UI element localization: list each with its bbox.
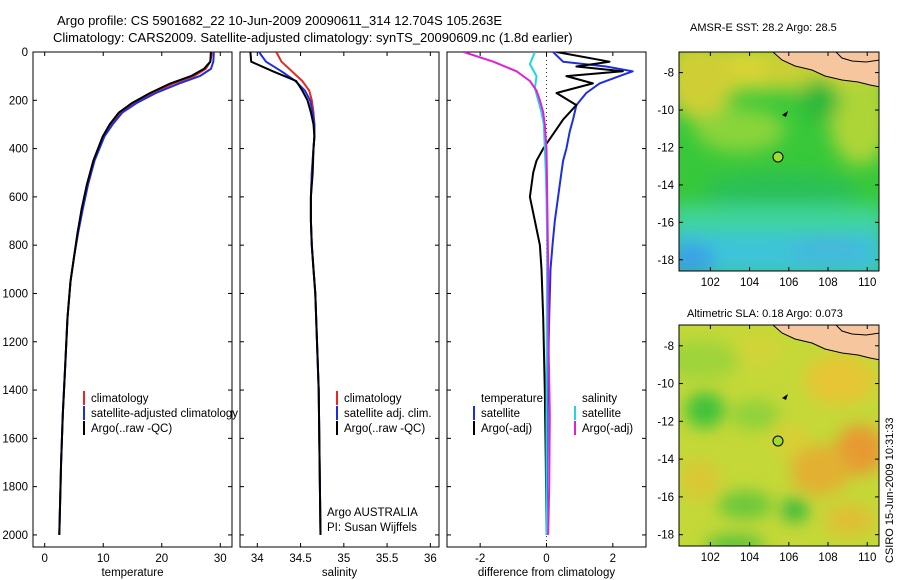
series-line-climatology [58,52,214,535]
map-x-tick-label: 108 [818,552,837,564]
map-x-tick-label: 108 [818,277,837,289]
map-x-tick-label: 110 [858,552,876,564]
series-line-temperature-satellite [545,52,634,535]
x-tick-label: 20 [155,553,168,565]
legend-satellite-adj-clim: satellite adj. clim. [344,408,432,420]
series-line-satellite-adj-clim [258,52,322,535]
plot-frame [32,51,233,548]
annotation-pi: PI: Susan Wijffels [327,522,417,534]
x-axis-label: difference from climatology [478,567,615,579]
map-frame [678,324,880,547]
y-tick-label: 1000 [2,288,28,300]
y-tick-label: 800 [9,240,28,252]
map-y-tick-label: -14 [657,180,674,192]
plot-frame [239,51,440,548]
x-tick-label: 35 [337,553,350,565]
legend-climatology: climatology [91,393,149,405]
map-frame [678,51,880,272]
map-y-tick-label: -12 [657,416,674,428]
series-line-salinity-satellite [528,52,549,535]
y-tick-label: 2000 [2,530,28,542]
legend-temperature-heading: temperature [481,393,543,405]
series-line-temperature-argo-adj [528,52,624,535]
map-x-tick-label: 106 [779,277,798,289]
temperature-legend: climatology satellite-adjusted climatolo… [83,391,238,435]
series-line-argo-raw-qc [249,52,322,535]
y-tick-label: 1400 [2,385,28,397]
x-tick-label: 35.5 [376,553,398,565]
salinity-profile-panel: 34 34.5 35 35.5 36 salinity [239,51,440,579]
x-tick-label: 36 [424,553,437,565]
series-line-satellite-adjusted-climatology [58,52,215,535]
y-tick-label: 600 [9,192,28,204]
x-tick-label: 30 [214,553,227,565]
difference-profile-panel: -2 0 2 difference from climatology [446,51,647,579]
map-y-tick-label: -8 [664,68,674,80]
difference-legend: temperature satellite Argo(-adj) salinit… [473,393,633,435]
map-x-tick-label: 102 [701,552,720,564]
map-x-tick-label: 104 [740,552,760,564]
y-tick-label: 0 [22,47,28,59]
map-y-tick-label: -16 [657,492,674,504]
sla-map: 102 104 106 108 110 -8 -10 -12 -14 -16 -18 [657,324,880,564]
legend-temperature-argo-adj: Argo(-adj) [481,423,532,435]
island-marker [782,111,788,117]
argo-float-marker [772,435,784,447]
y-tick-label: 1600 [2,433,28,445]
legend-climatology: climatology [344,393,402,405]
x-axis-label: temperature [101,567,163,579]
map-x-tick-label: 104 [740,277,760,289]
series-group [58,52,215,535]
series-line-salinity-argo-adj [463,52,551,535]
series-group [249,52,322,535]
legend-satellite-adjusted: satellite-adjusted climatology [91,408,238,420]
salinity-annotation: Argo AUSTRALIA PI: Susan Wijffels [327,507,418,534]
x-axis-label: salinity [322,567,357,579]
x-tick-label: 0 [543,553,549,565]
sst-map-title: AMSR-E SST: 28.2 Argo: 28.5 [690,22,837,34]
legend-argo: Argo(..raw -QC) [344,423,425,435]
y-tick-label: 400 [9,144,28,156]
x-tick-label: 2 [610,553,616,565]
argo-float-marker [772,151,784,163]
x-tick-label: 34 [251,553,264,565]
x-tick-label: 0 [42,553,48,565]
figure-title-line-1: Argo profile: CS 5901682_22 10-Jun-2009 … [57,13,502,28]
sst-field [679,52,879,271]
sla-field [679,335,879,546]
legend-salinity-argo-adj: Argo(-adj) [582,423,633,435]
legend-salinity-heading: salinity [582,393,617,405]
figure-title-line-2: Climatology: CARS2009. Satellite-adjuste… [53,30,573,45]
map-y-tick-label: -14 [657,454,674,466]
annotation-argo-australia: Argo AUSTRALIA [327,507,418,519]
series-line-argo-raw-qc [58,52,212,535]
y-tick-label: 1200 [2,337,28,349]
legend-temperature-satellite: satellite [481,408,520,420]
map-y-tick-label: -12 [657,142,674,154]
map-y-tick-label: -18 [657,255,674,267]
salinity-legend: climatology satellite adj. clim. Argo(..… [336,391,432,435]
map-x-tick-label: 106 [779,552,798,564]
legend-argo: Argo(..raw -QC) [91,423,172,435]
map-x-tick-label: 110 [858,277,876,289]
map-y-tick-label: -8 [664,341,674,353]
legend-salinity-satellite: satellite [582,408,621,420]
series-group [463,52,634,535]
sla-map-title: Altimetric SLA: 0.18 Argo: 0.073 [687,308,843,320]
x-tick-label: 10 [97,553,110,565]
y-tick-label: 1800 [2,482,28,494]
map-y-tick-label: -16 [657,217,674,229]
map-y-tick-label: -18 [657,530,674,542]
map-y-tick-label: -10 [657,379,674,391]
x-tick-label: -2 [475,553,485,565]
credit-label: CSIRO 15-Jun-2009 10:31:33 [884,417,896,563]
map-y-tick-label: -10 [657,105,674,117]
map-x-tick-label: 102 [701,277,720,289]
island-marker [782,394,788,400]
y-tick-label: 200 [9,95,28,107]
sst-map: 102 104 106 108 110 -8 -10 -12 -14 -16 -18 [657,51,880,289]
temperature-profile-panel: 0 10 20 30 0 200 400 600 800 1000 1200 1400 1600 1800… [2,47,233,579]
x-tick-label: 34.5 [289,553,311,565]
